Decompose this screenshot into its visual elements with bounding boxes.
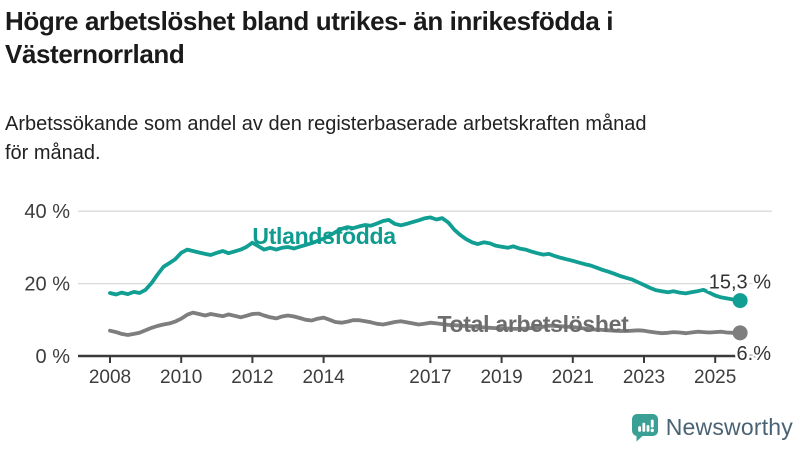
y-axis-label-0: 0 % xyxy=(36,346,71,368)
x-axis-label-2025: 2025 xyxy=(694,367,736,388)
newsworthy-logo[interactable]: Newsworthy xyxy=(631,413,793,442)
page-subtitle: Arbetssökande som andel av den registerb… xyxy=(5,110,790,168)
page-title-line-2: Västernorrland xyxy=(5,39,185,69)
x-axis-label-2017: 2017 xyxy=(409,367,451,388)
page-title: Högre arbetslöshet bland utrikes- än inr… xyxy=(5,5,785,71)
series-endpoint-dot-1 xyxy=(732,325,748,341)
x-axis-label-2008: 2008 xyxy=(89,367,131,388)
page-subtitle-line-1: Arbetssökande som andel av den registerb… xyxy=(5,113,647,135)
page-title-line-1: Högre arbetslöshet bland utrikes- än inr… xyxy=(5,6,614,36)
x-axis-label-2019: 2019 xyxy=(480,367,522,388)
x-axis-label-2014: 2014 xyxy=(302,367,345,388)
series-label-0: Utlandsfödda xyxy=(252,223,396,249)
x-axis-label-2023: 2023 xyxy=(623,367,665,388)
series-end-value-label-1: 6.% xyxy=(737,343,772,365)
series-line-0 xyxy=(108,215,742,303)
page-subtitle-line-2: för månad. xyxy=(5,142,101,164)
x-axis-label-2021: 2021 xyxy=(552,367,594,388)
bar-chart-speech-bubble-icon xyxy=(631,414,658,442)
series-end-value-label-0: 15,3 % xyxy=(709,272,771,294)
y-axis-label-20: 20 % xyxy=(24,274,70,296)
series-line-1 xyxy=(108,310,742,337)
series-endpoint-dot-0 xyxy=(732,293,748,309)
newsworthy-brand-text: Newsworthy xyxy=(665,414,793,440)
x-axis-label-2010: 2010 xyxy=(160,367,202,388)
x-axis-label-2012: 2012 xyxy=(231,367,273,388)
y-axis-label-40: 40 % xyxy=(24,201,70,223)
series-label-1: Total arbetslöshet xyxy=(438,311,630,337)
